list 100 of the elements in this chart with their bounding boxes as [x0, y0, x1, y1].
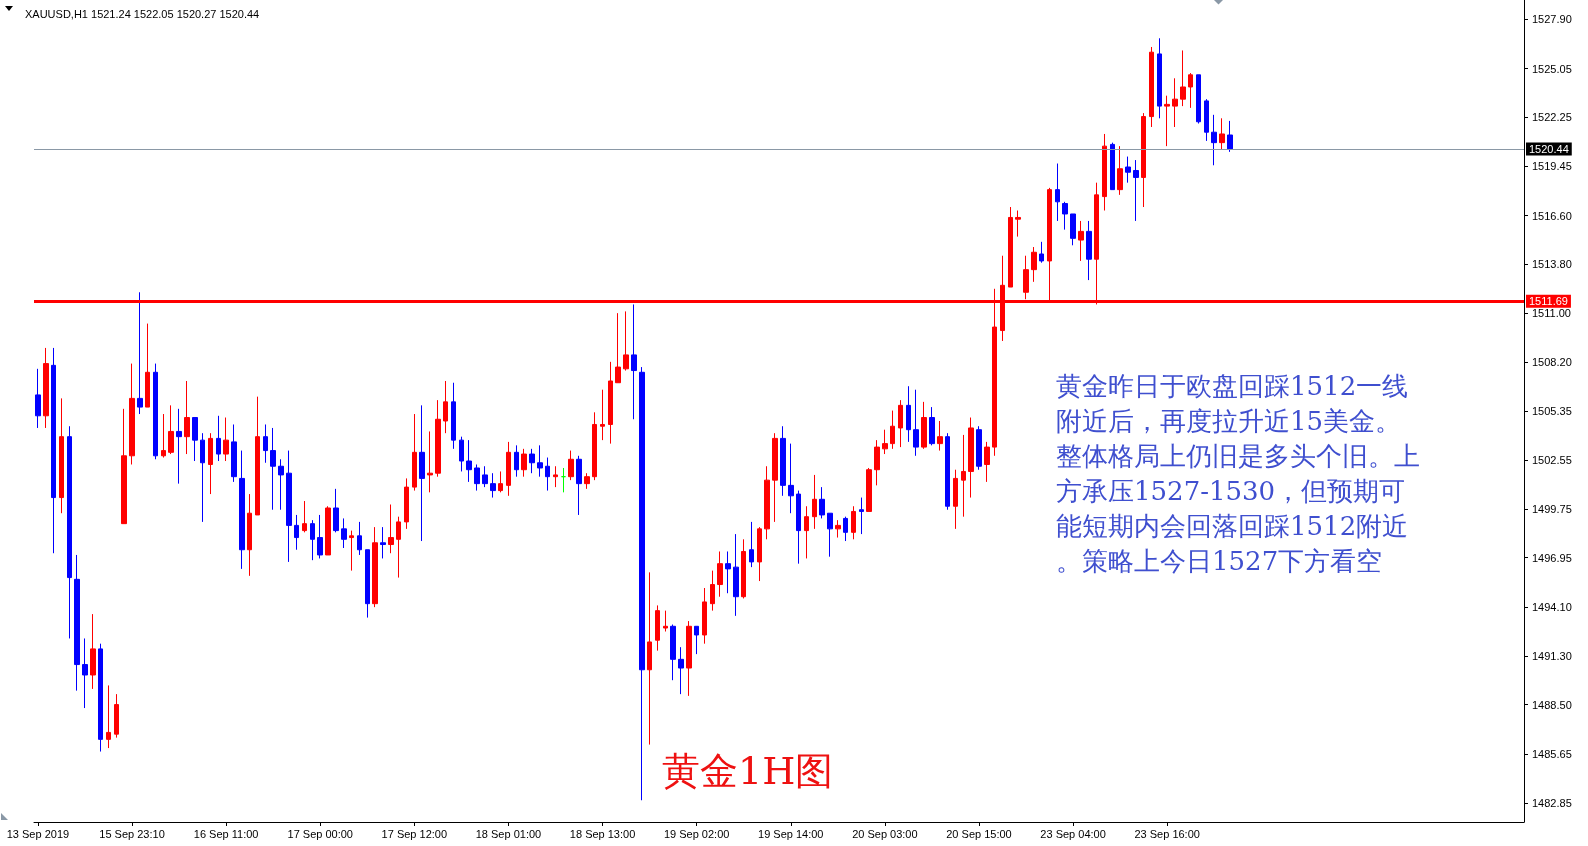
candlestick [866, 467, 872, 512]
candlestick [1211, 114, 1217, 166]
candlestick [655, 604, 660, 652]
candlestick [59, 397, 64, 514]
candlestick [733, 533, 739, 617]
candlestick [184, 380, 190, 455]
candlestick [921, 401, 927, 450]
candlestick [114, 693, 119, 739]
candlestick [98, 643, 103, 753]
candlestick [553, 465, 558, 488]
candlestick [686, 620, 692, 697]
candlestick [176, 408, 182, 485]
candlestick [1039, 241, 1044, 264]
candlestick [968, 417, 974, 499]
candlestick [412, 413, 417, 492]
candlestick [874, 439, 880, 486]
y-tick-label: 1482.85 [1532, 796, 1572, 809]
candlestick [1219, 117, 1225, 151]
candlestick [521, 448, 527, 478]
candlestick [1015, 210, 1021, 238]
candlestick [129, 363, 135, 465]
candlestick [514, 444, 519, 478]
candlestick [670, 624, 676, 681]
candlestick [435, 399, 441, 478]
candlestick [694, 625, 699, 655]
candlestick [537, 444, 543, 478]
candlestick [976, 425, 982, 471]
candlestick [482, 465, 488, 488]
candlestick [984, 441, 990, 483]
candlestick [317, 514, 323, 559]
candlestick [35, 368, 41, 429]
candlestick [710, 570, 715, 612]
y-tick-label: 1525.05 [1532, 62, 1572, 75]
candlestick [506, 441, 511, 497]
y-tick-label: 1522.25 [1532, 111, 1572, 124]
candlestick [1062, 201, 1068, 231]
x-tick-label: 17 Sep 00:00 [287, 827, 353, 840]
candlestick [341, 517, 347, 549]
candlestick [396, 516, 401, 579]
candlestick [349, 530, 354, 572]
y-tick-label: 1491.30 [1532, 649, 1572, 662]
x-tick-label: 18 Sep 13:00 [569, 827, 636, 840]
y-tick-label: 1511.00 [1532, 307, 1571, 320]
candlestick [200, 432, 205, 523]
y-tick-label: 1508.20 [1532, 355, 1572, 368]
candlestick [145, 323, 150, 408]
candlestick [106, 684, 111, 749]
candlestick [263, 423, 268, 464]
candlestick [380, 526, 386, 559]
candlestick [1204, 98, 1209, 142]
candlestick [788, 443, 794, 514]
candlestick [592, 411, 597, 481]
y-tick-label: 1513.80 [1532, 258, 1572, 271]
candlestick [137, 291, 143, 415]
candlestick [757, 526, 762, 582]
candlestick [929, 406, 935, 446]
y-tick-label: 1516.60 [1532, 209, 1572, 222]
y-tick-label: 1502.55 [1532, 454, 1572, 467]
candlestick [490, 472, 496, 499]
candlestick [121, 408, 127, 525]
candlestick [1031, 246, 1037, 283]
text: XAUUSD,H1 1521.24 1522.05 1520.27 1520.44 [25, 7, 260, 20]
candlestick [772, 432, 778, 523]
x-tick-label: 16 Sep 11:00 [193, 827, 259, 840]
candlestick [466, 439, 472, 483]
x-tick-label: 23 Sep 04:00 [1040, 827, 1106, 840]
candlestick [286, 450, 292, 563]
candlestick [678, 646, 684, 695]
candlestick [1117, 145, 1123, 196]
y-tick-label: 1496.95 [1532, 551, 1572, 564]
y-tick-label: 1527.90 [1532, 13, 1572, 26]
candlestick [600, 389, 605, 441]
y-tick-label: 1485.65 [1532, 748, 1572, 761]
candlestick [474, 464, 480, 492]
candlestick [780, 425, 786, 497]
candlestick [717, 550, 723, 598]
y-tick-label: 1505.35 [1532, 405, 1572, 418]
candlestick [647, 571, 652, 746]
candlestick [451, 382, 456, 450]
annotation: 黄金昨日于欧盘回踩1512一线附近后，再度拉升近15美金。整体格局上仍旧是多头个旧。上方承压1527-1530，但预期可能短期内会回落回踩1512附近。策略上今日1527下方看空 [1056, 370, 1420, 576]
candlestick [835, 519, 841, 539]
candlestick [255, 396, 260, 516]
candlestick [1149, 46, 1154, 128]
y-tick-label: 1499.75 [1532, 502, 1572, 515]
annotation: 黄金1H图 [662, 749, 834, 793]
candlestick [819, 486, 825, 519]
candlestick [294, 514, 299, 551]
candlestick [310, 519, 315, 561]
candlestick [67, 425, 72, 639]
candlestick [82, 637, 88, 709]
candlestick [51, 347, 56, 554]
candlestick [1102, 133, 1107, 211]
x-tick-label: 13 Sep 2019 [6, 827, 70, 840]
candlestick [1133, 159, 1139, 222]
candlestick [1227, 120, 1233, 153]
x-tick-label: 19 Sep 14:00 [758, 827, 824, 840]
x-tick-label: 18 Sep 01:00 [475, 827, 542, 840]
y-tick-label: 1488.50 [1532, 698, 1572, 711]
candlestick [545, 457, 550, 492]
candlestick [529, 448, 535, 474]
